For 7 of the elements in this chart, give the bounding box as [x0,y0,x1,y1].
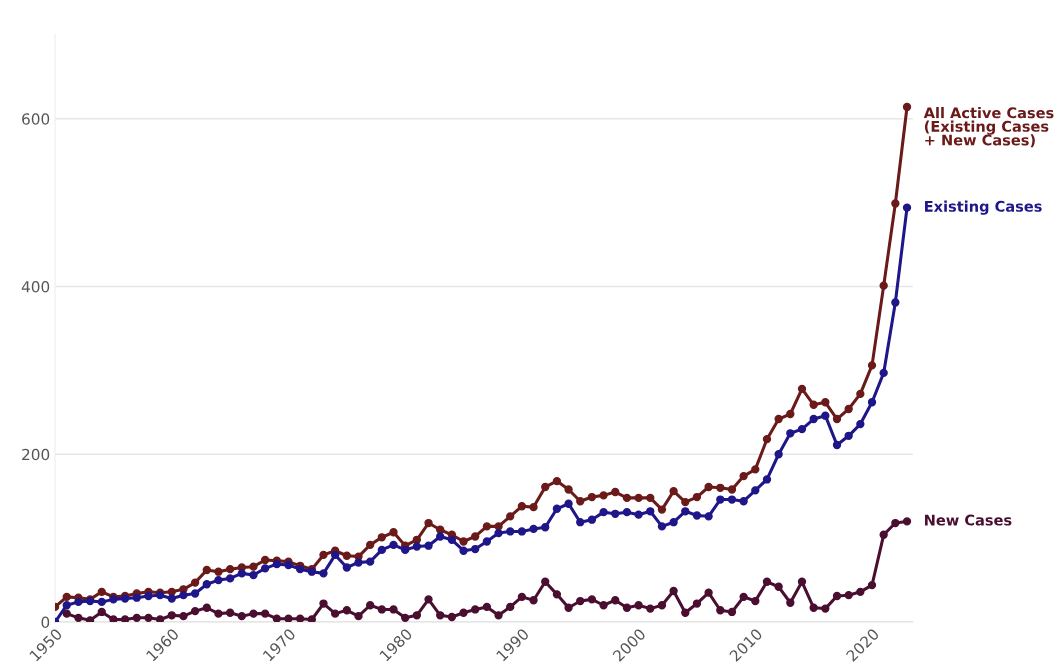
y-tick-label: 600 [22,113,50,125]
y-tick-label: 200 [22,448,50,461]
series-label: All Active Cases (Existing Cases + New Cases) [923,107,1054,148]
series-label: New Cases [925,514,1012,526]
series-label: Existing Cases [925,200,1042,215]
y-tick-label: 0 [41,616,50,629]
y-tick-label: 400 [21,280,50,293]
